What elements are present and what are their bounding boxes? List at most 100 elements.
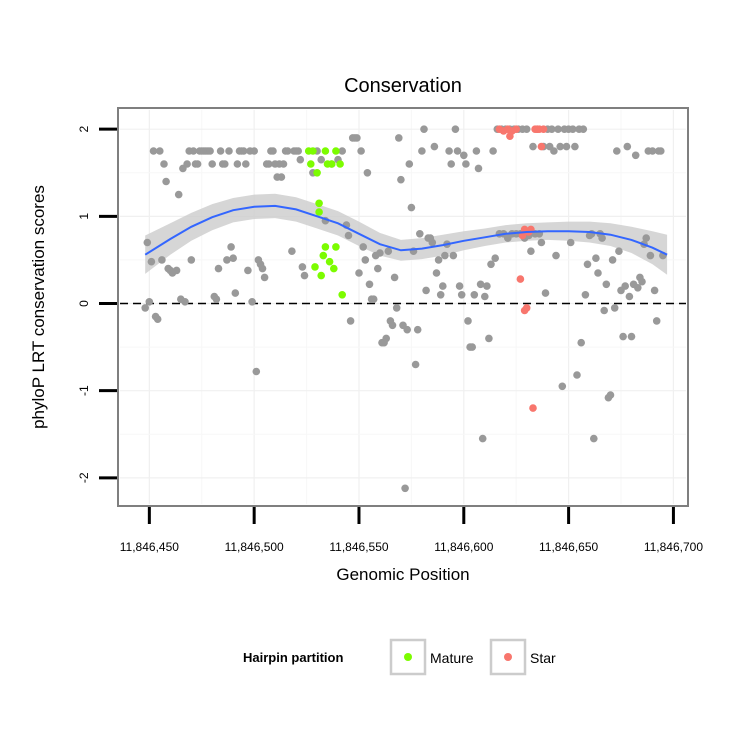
point-other: [279, 160, 288, 168]
point-other: [183, 160, 191, 168]
point-mature: [317, 271, 326, 280]
point-other: [457, 291, 466, 299]
point-other: [181, 298, 189, 306]
legend-dot-mature: [404, 653, 412, 661]
point-other: [189, 147, 198, 155]
point-other: [300, 271, 309, 280]
point-other: [468, 343, 477, 351]
point-other: [231, 289, 240, 297]
point-other: [642, 234, 650, 242]
point-other: [233, 160, 242, 168]
point-other: [571, 142, 579, 151]
point-other: [610, 304, 619, 312]
point-other: [615, 247, 623, 255]
y-tick-label: -1: [77, 385, 91, 396]
point-other: [527, 247, 535, 255]
point-other: [470, 291, 479, 299]
point-other: [252, 367, 261, 376]
point-other: [464, 317, 472, 325]
point-other: [594, 269, 602, 277]
point-other: [474, 164, 483, 173]
point-other: [346, 317, 355, 325]
legend-title: Hairpin partition: [243, 650, 343, 665]
point-other: [652, 317, 661, 325]
point-mature: [325, 257, 334, 266]
point-other: [145, 298, 154, 306]
point-other: [613, 147, 621, 155]
point-other: [581, 291, 590, 299]
legend: Hairpin partition Mature Star: [243, 638, 556, 676]
point-other: [428, 238, 437, 247]
point-other: [455, 282, 464, 290]
point-other: [562, 142, 571, 151]
point-other: [460, 151, 468, 160]
point-other: [416, 230, 424, 238]
point-other: [598, 234, 606, 242]
point-other: [439, 282, 447, 290]
points-layer: [141, 125, 667, 493]
point-other: [548, 125, 556, 133]
point-other: [363, 169, 372, 177]
point-other: [430, 142, 439, 151]
point-other: [365, 280, 374, 289]
point-mature: [313, 169, 321, 177]
point-other: [411, 360, 420, 369]
y-tick-label: 0: [77, 300, 91, 307]
point-other: [487, 260, 495, 269]
point-mature: [332, 147, 340, 155]
point-other: [229, 254, 237, 262]
point-mature: [336, 160, 344, 168]
confidence-ribbon: [145, 193, 668, 275]
smooth-line: [144, 204, 668, 256]
point-other: [623, 142, 632, 151]
point-other: [227, 243, 235, 251]
point-other: [432, 269, 441, 277]
point-other: [250, 147, 258, 155]
point-mature: [319, 251, 328, 260]
point-other: [298, 263, 307, 271]
point-other: [491, 254, 500, 262]
point-other: [212, 295, 221, 304]
point-other: [208, 160, 216, 168]
axis-layer: 11,846,450 11,846,500 11,846,550 11,846,600…: [77, 126, 703, 554]
point-other: [355, 269, 363, 277]
point-other: [260, 273, 269, 282]
point-other: [384, 247, 393, 255]
y-tick-label: 2: [77, 126, 91, 133]
point-mature: [330, 264, 338, 273]
point-other: [390, 273, 399, 282]
point-other: [172, 266, 181, 275]
point-other: [522, 125, 531, 133]
point-other: [602, 280, 611, 289]
point-star: [518, 231, 527, 240]
point-other: [485, 334, 493, 343]
point-star: [539, 125, 548, 133]
point-other: [558, 382, 567, 391]
point-other: [277, 173, 286, 181]
point-mature: [321, 147, 330, 155]
point-mature: [311, 263, 319, 271]
point-other: [481, 292, 489, 301]
point-other: [573, 371, 581, 379]
y-tick-label: -2: [77, 472, 91, 483]
point-other: [619, 332, 627, 341]
x-tick-label: 11,846,500: [225, 540, 284, 554]
point-other: [223, 256, 231, 264]
point-mature: [332, 243, 340, 251]
point-other: [369, 295, 378, 304]
point-other: [401, 484, 409, 493]
point-other: [147, 257, 156, 266]
x-tick-label: 11,846,450: [120, 540, 179, 554]
point-other: [451, 125, 460, 133]
point-other: [153, 315, 162, 324]
point-other: [434, 256, 443, 264]
point-other: [441, 251, 449, 260]
point-other: [392, 304, 401, 312]
point-other: [361, 256, 370, 264]
point-other: [657, 147, 665, 155]
point-other: [537, 238, 546, 247]
point-other: [403, 325, 412, 334]
point-other: [606, 391, 615, 399]
x-tick-label: 11,846,600: [434, 540, 493, 554]
point-other: [242, 160, 250, 168]
